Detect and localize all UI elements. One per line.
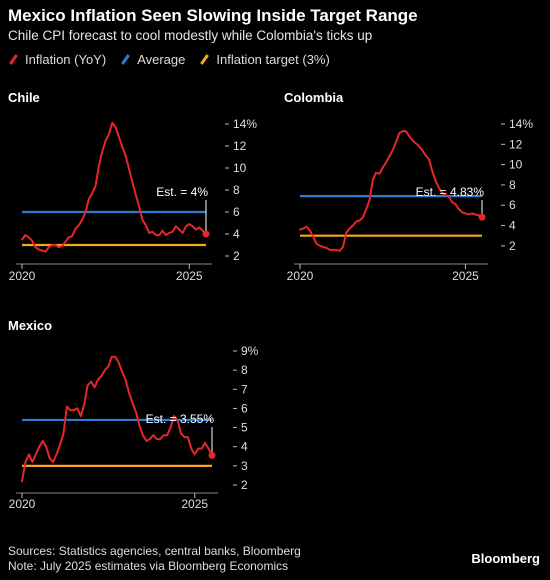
chile-ytick-label: 2 bbox=[233, 249, 240, 263]
mexico-estimate-label: Est. = 3.55% bbox=[146, 412, 215, 426]
mexico-ytick-label: 9% bbox=[241, 344, 259, 358]
legend-label-target: Inflation target (3%) bbox=[216, 52, 330, 67]
mexico-estimate-marker bbox=[208, 451, 216, 459]
legend: Inflation (YoY) Average Inflation target… bbox=[8, 52, 330, 67]
legend-label-inflation: Inflation (YoY) bbox=[25, 52, 107, 67]
mexico-ytick-label: 6 bbox=[241, 401, 248, 415]
chart-title: Mexico Inflation Seen Slowing Inside Tar… bbox=[8, 6, 418, 25]
chile-inflation-line bbox=[21, 121, 207, 253]
colombia-ytick-label: 6 bbox=[509, 198, 516, 212]
mexico-ytick-label: 4 bbox=[241, 440, 248, 454]
chile-ytick-label: 8 bbox=[233, 183, 240, 197]
legend-item-target: Inflation target (3%) bbox=[199, 52, 330, 67]
chile-panel-title: Chile bbox=[8, 90, 40, 105]
colombia-ytick-label: 12 bbox=[509, 137, 523, 151]
footer-note: Note: July 2025 estimates via Bloomberg … bbox=[8, 559, 289, 573]
chile-ytick-label: 10 bbox=[233, 161, 247, 175]
legend-item-average: Average bbox=[120, 52, 185, 67]
legend-item-inflation: Inflation (YoY) bbox=[8, 52, 106, 67]
colombia-ytick-label: 4 bbox=[509, 219, 516, 233]
mexico-xtick-label: 2020 bbox=[9, 497, 36, 511]
mexico-ytick-label: 5 bbox=[241, 421, 248, 435]
chile-estimate-label: Est. = 4% bbox=[156, 185, 208, 199]
bloomberg-logo: Bloomberg bbox=[471, 551, 540, 566]
footer: Sources: Statistics agencies, central ba… bbox=[8, 544, 301, 574]
mexico-inflation-line bbox=[21, 355, 213, 483]
footer-sources: Sources: Statistics agencies, central ba… bbox=[8, 544, 301, 558]
chile-xtick-label: 2025 bbox=[176, 269, 203, 283]
colombia-xtick-label: 2020 bbox=[287, 269, 314, 283]
colombia-ytick-label: 10 bbox=[509, 158, 523, 172]
mexico-ytick-label: 3 bbox=[241, 459, 248, 473]
legend-label-average: Average bbox=[137, 52, 186, 67]
chile-ytick-label: 12 bbox=[233, 139, 247, 153]
colombia-panel-title: Colombia bbox=[284, 90, 344, 105]
mexico-ytick-label: 7 bbox=[241, 382, 248, 396]
colombia-estimate-label: Est. = 4.83% bbox=[416, 185, 485, 199]
mexico-panel-title: Mexico bbox=[8, 318, 52, 333]
colombia-estimate-marker bbox=[478, 213, 486, 221]
mexico-xtick-label: 2025 bbox=[181, 497, 208, 511]
colombia-xtick-label: 2025 bbox=[452, 269, 479, 283]
colombia-ytick-label: 8 bbox=[509, 178, 516, 192]
mexico-ytick-label: 8 bbox=[241, 363, 248, 377]
chile-estimate-marker bbox=[202, 230, 210, 238]
chart-subtitle: Chile CPI forecast to cool modestly whil… bbox=[8, 28, 373, 43]
colombia-ytick-label: 14% bbox=[509, 117, 533, 131]
chile-ytick-label: 14% bbox=[233, 117, 257, 131]
chile-xtick-label: 2020 bbox=[9, 269, 36, 283]
chile-ytick-label: 4 bbox=[233, 227, 240, 241]
colombia-ytick-label: 2 bbox=[509, 239, 516, 253]
colombia-inflation-line bbox=[299, 130, 483, 252]
chile-ytick-label: 6 bbox=[233, 205, 240, 219]
mexico-ytick-label: 2 bbox=[241, 478, 248, 492]
